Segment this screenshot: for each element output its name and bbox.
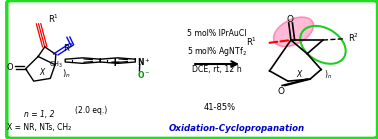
Text: X = NR, NTs, CH₂: X = NR, NTs, CH₂ bbox=[7, 123, 71, 132]
Text: O: O bbox=[286, 15, 293, 24]
Text: $)_n$: $)_n$ bbox=[324, 68, 332, 80]
Text: R$^1$: R$^1$ bbox=[246, 36, 257, 48]
Text: O$^-$: O$^-$ bbox=[137, 69, 151, 80]
Text: Oxidation-Cyclopropanation: Oxidation-Cyclopropanation bbox=[168, 124, 304, 133]
Text: 5 mol% IPrAuCl: 5 mol% IPrAuCl bbox=[187, 29, 246, 38]
Text: (2.0 eq.): (2.0 eq.) bbox=[75, 106, 107, 115]
Text: 41-85%: 41-85% bbox=[204, 103, 236, 112]
Ellipse shape bbox=[274, 17, 313, 46]
Text: +: + bbox=[110, 56, 120, 69]
Text: DCE, rt, 12 h: DCE, rt, 12 h bbox=[192, 65, 242, 74]
Text: R$^1$: R$^1$ bbox=[48, 13, 59, 25]
Text: R$^2$: R$^2$ bbox=[63, 42, 74, 54]
Text: O: O bbox=[277, 86, 284, 95]
Text: n = 1, 2: n = 1, 2 bbox=[24, 110, 54, 119]
Text: R$^2$: R$^2$ bbox=[348, 31, 359, 44]
Text: O: O bbox=[6, 63, 13, 72]
FancyBboxPatch shape bbox=[7, 1, 378, 138]
Text: 5 mol% AgNTf$_2$: 5 mol% AgNTf$_2$ bbox=[187, 45, 247, 58]
Text: X: X bbox=[296, 70, 302, 79]
Text: CH$_3$: CH$_3$ bbox=[49, 60, 64, 70]
Text: $)_n$: $)_n$ bbox=[62, 67, 71, 80]
Text: X: X bbox=[39, 68, 45, 77]
Text: N$^+$: N$^+$ bbox=[137, 56, 150, 68]
